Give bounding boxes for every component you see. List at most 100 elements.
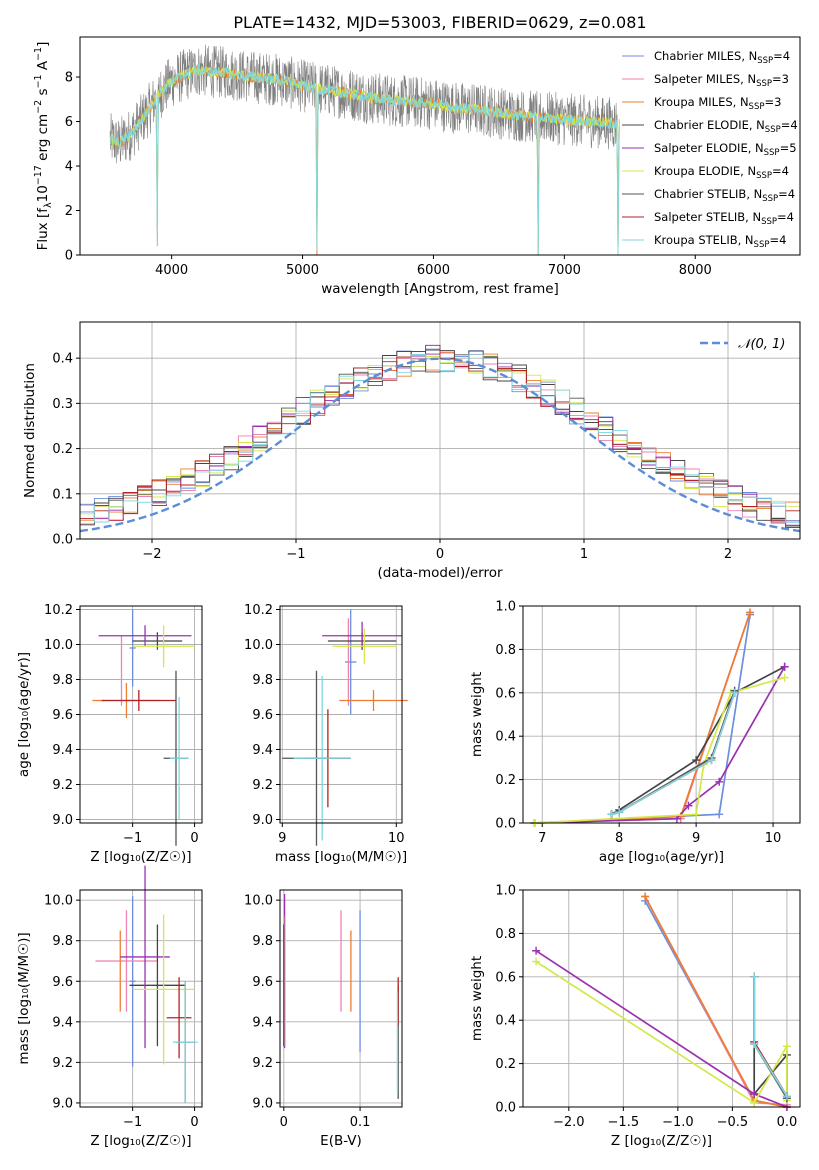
data-point: [684, 801, 693, 810]
data-point: [780, 662, 789, 671]
x-tick-label: 6000: [417, 263, 450, 278]
y-tick-label: 0.8: [495, 927, 516, 942]
x-tick-label: −2.0: [553, 1115, 585, 1130]
y-tick-label: 0.3: [52, 397, 73, 412]
axes-frame: [79, 36, 801, 256]
y-tick-label: 0.0: [495, 817, 516, 832]
axes-frame: [279, 889, 403, 1108]
y-axis-label: Flux [fλ10−17 erg cm−2 s−1 A−1]: [33, 42, 54, 251]
y-tick-label: 10.0: [44, 638, 73, 653]
y-tick-label: 9.4: [252, 1015, 273, 1030]
y-tick-label: 1.0: [495, 884, 516, 899]
x-tick-label: 0: [280, 1115, 288, 1130]
data-point: [750, 1098, 759, 1107]
histogram-series: [79, 344, 800, 539]
x-tick-label: 8000: [679, 263, 712, 278]
y-axis-label: mass weight: [469, 672, 485, 757]
y-tick-label: 9.6: [52, 975, 73, 990]
massweight-vs-age-panel: 7 8 9 10 0.0 0.2 0.4 0.6 0.8 1.0 age [log₁₀(age/yr…: [469, 600, 801, 865]
legend-label: Chabrier ELODIE, NSSP=4: [654, 118, 798, 135]
mass-weight-line: [611, 692, 736, 816]
x-axis-label: (data-model)/error: [377, 565, 503, 581]
legend-label: Salpeter STELIB, NSSP=4: [654, 210, 794, 227]
x-tick-label: −1: [123, 1115, 142, 1130]
x-tick-label: −1.0: [662, 1115, 694, 1130]
y-tick-label: 9.8: [52, 934, 73, 949]
data-point: [532, 957, 541, 966]
y-tick-label: 9.8: [52, 673, 73, 688]
y-tick-label: 0.4: [495, 1014, 516, 1029]
spectrum-model-line: [109, 63, 620, 256]
y-tick-label: 9.0: [252, 1096, 273, 1111]
y-tick-label: 0: [65, 249, 73, 264]
x-tick-label: 8: [615, 831, 623, 846]
y-tick-label: 9.2: [52, 778, 73, 793]
x-axis-label: Z [log₁₀(Z/Z☉)]: [90, 1133, 191, 1149]
legend-label: Kroupa ELODIE, NSSP=4: [654, 164, 789, 181]
y-tick-label: 0.0: [495, 1101, 516, 1116]
data-point: [780, 673, 789, 682]
x-tick-label: 9: [692, 831, 700, 846]
x-tick-label: 0.1: [350, 1115, 371, 1130]
x-tick-label: −0.5: [717, 1115, 749, 1130]
data-point: [692, 810, 701, 819]
x-tick-label: −2: [142, 547, 161, 562]
x-axis-label: wavelength [Angstrom, rest frame]: [321, 281, 559, 297]
x-tick-label: 10: [765, 831, 782, 846]
y-tick-label: 10.0: [44, 894, 73, 909]
data-point: [707, 756, 716, 765]
mass-vs-ebv-panel: 0 0.1 9.0 9.2 9.4 9.6 9.8 10.0 E(B-V): [244, 889, 403, 1149]
data-point: [750, 1040, 759, 1049]
data-point: [750, 972, 759, 981]
x-axis-label: age [log₁₀(age/yr)]: [599, 849, 724, 865]
y-tick-label: 9.6: [252, 975, 273, 990]
spectrum-panel: 4000 5000 6000 7000 8000 0 2 4 6 8 wavelength [Ang…: [33, 36, 801, 297]
axes-frame: [522, 605, 801, 824]
y-tick-label: 9.6: [252, 708, 273, 723]
y-tick-label: 9.0: [252, 813, 273, 828]
data-point: [745, 608, 754, 617]
y-tick-label: 9.0: [52, 1096, 73, 1111]
x-tick-label: 9: [278, 831, 286, 846]
y-tick-label: 9.4: [52, 743, 73, 758]
histogram-series: [79, 353, 800, 539]
y-tick-label: 9.4: [252, 743, 273, 758]
x-tick-label: −1: [123, 831, 142, 846]
y-axis-label: age [log₁₀(age/yr)]: [16, 652, 32, 777]
x-axis-label: mass [log₁₀(M/M☉)]: [275, 849, 407, 865]
x-tick-label: −1.5: [608, 1115, 640, 1130]
data-point: [715, 810, 724, 819]
x-tick-label: 0: [436, 547, 444, 562]
y-tick-label: 9.2: [252, 778, 273, 793]
x-tick-label: 7000: [548, 263, 581, 278]
data-point: [782, 1042, 791, 1051]
y-tick-label: 10.2: [244, 603, 273, 618]
data-point: [715, 777, 724, 786]
y-tick-label: 0.6: [495, 686, 516, 701]
axes-frame: [79, 605, 203, 824]
x-axis-label: Z [log₁₀(Z/Z☉)]: [90, 849, 191, 865]
legend-label: Chabrier MILES, NSSP=4: [654, 49, 790, 66]
y-tick-label: 9.2: [252, 1056, 273, 1071]
legend-label: 𝒩(0, 1): [738, 337, 785, 352]
data-point: [730, 688, 739, 697]
x-tick-label: −1: [286, 547, 305, 562]
y-axis-label: mass weight: [469, 956, 485, 1041]
y-tick-label: 9.6: [52, 708, 73, 723]
x-tick-label: 0: [190, 1115, 198, 1130]
data-point: [615, 808, 624, 817]
y-tick-label: 6: [65, 115, 73, 130]
legend-label: Kroupa MILES, NSSP=3: [654, 95, 781, 112]
y-tick-label: 0.2: [495, 1057, 516, 1072]
x-tick-label: 5000: [286, 263, 319, 278]
legend-label: Salpeter MILES, NSSP=3: [654, 72, 789, 89]
age-vs-Z-panel: −1 0 9.0 9.2 9.4 9.6 9.8 10.0 10.2 Z [log₁₀(Z/Z☉)…: [16, 603, 203, 865]
legend-label: Kroupa STELIB, NSSP=4: [654, 233, 786, 250]
x-tick-label: 0.0: [777, 1115, 798, 1130]
y-tick-label: 0.0: [52, 533, 73, 548]
y-tick-label: 9.8: [252, 673, 273, 688]
y-tick-label: 0.8: [495, 643, 516, 658]
axes-frame: [522, 889, 801, 1108]
y-tick-label: 10.0: [244, 638, 273, 653]
x-tick-label: 1: [580, 547, 588, 562]
